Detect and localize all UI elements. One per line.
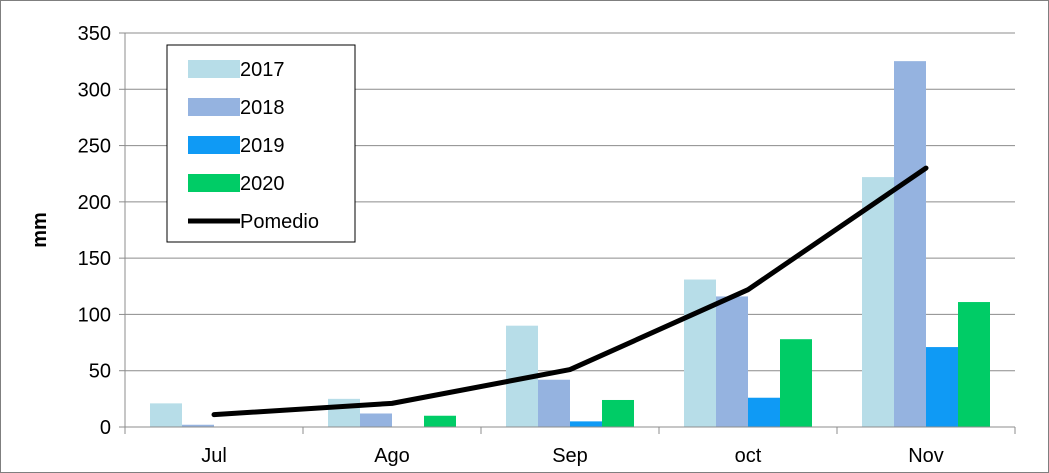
legend-label: 2017 [240,59,285,81]
average-line [211,165,929,418]
x-tick-label: Nov [908,445,944,467]
legend-label: Pomedio [240,211,319,233]
y-tick-label: 250 [78,136,111,158]
y-tick-label: 350 [78,23,111,45]
y-tick-label: 0 [100,417,111,439]
x-tick-label: Ago [374,445,410,467]
axes [119,32,1016,434]
bar-2019-oct [748,397,780,427]
tick-labels: 0 50 100 150 200 250 300 350 Jul Ago Sep oct Nov [78,23,944,467]
bar-2019-Nov [926,347,958,427]
legend-swatch-2018 [188,98,240,116]
bars [150,61,990,428]
y-axis-title: mm [29,212,51,248]
bar-2019-Sep [570,421,602,427]
legend: 2017 2018 2019 2020 Pomedio [166,44,356,243]
bar-2017-Nov [862,177,894,427]
y-tick-label: 300 [78,79,111,101]
series-line-Pomedio [211,165,929,418]
bar-2018-Nov [894,61,926,428]
legend-label: 2020 [240,173,285,195]
bar-2018-Ago [360,413,392,427]
x-tick-label: oct [735,445,762,467]
legend-swatch-2020 [188,174,240,192]
x-tick-label: Sep [552,445,588,467]
y-tick-label: 50 [89,361,111,383]
bar-2018-Jul [182,424,214,427]
bar-2020-Sep [602,399,634,427]
y-tick-label: 150 [78,248,111,270]
bar-2018-oct [716,296,748,427]
legend-label: 2019 [240,135,285,157]
bar-2020-Nov [958,302,990,427]
bar-2017-oct [684,279,716,427]
bar-2020-Ago [424,415,456,427]
y-tick-label: 100 [78,304,111,326]
legend-label: 2018 [240,97,285,119]
legend-swatch-2017 [188,60,240,78]
bar-2020-oct [780,339,812,427]
x-tick-label: Jul [201,445,227,467]
bar-2017-Jul [150,403,182,427]
bar-2018-Sep [538,379,570,427]
y-tick-label: 200 [78,192,111,214]
legend-swatch-2019 [188,136,240,154]
bar-2017-Ago [328,398,360,427]
